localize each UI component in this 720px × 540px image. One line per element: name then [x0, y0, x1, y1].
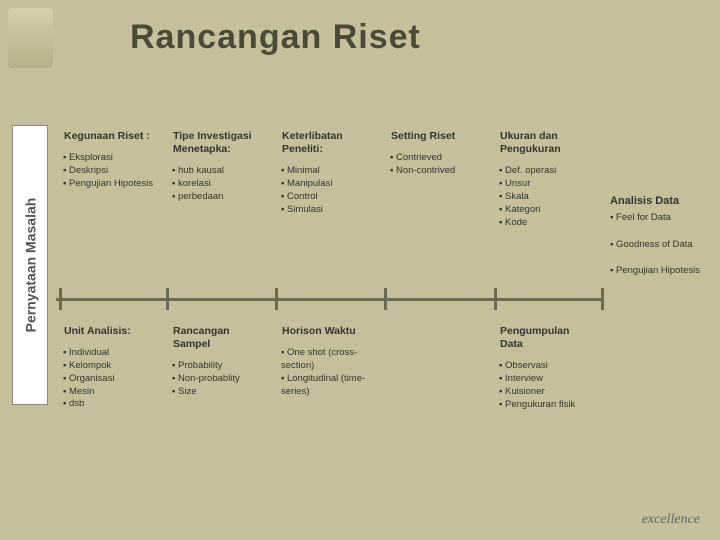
- list-item: ▪ Manipulasi: [281, 178, 373, 191]
- list-item: ▪ Pengujian Hipotesis: [63, 178, 155, 191]
- list-item: ▪ Pengukuran fisik: [499, 399, 591, 412]
- list-item: ▪ Unsur: [499, 178, 591, 191]
- box-header: Keterlibatan Peneliti:: [277, 125, 377, 161]
- timeline-tick: [494, 288, 497, 310]
- list-item: ▪ Interview: [499, 373, 591, 386]
- list-item: ▪ Non-probablity: [172, 373, 264, 386]
- list-item: ▪ Control: [281, 191, 373, 204]
- list-item: ▪ Longitudinal (time-series): [281, 373, 373, 399]
- box-body: ▪ One shot (cross-section) ▪ Longitudina…: [277, 345, 377, 400]
- list-item: ▪ Deskripsi: [63, 165, 155, 178]
- list-item: ▪ Eksplorasi: [63, 152, 155, 165]
- box-setting-riset: Setting Riset ▪ Contrieved ▪ Non-contriv…: [386, 125, 486, 180]
- logo-graphic: [8, 8, 53, 68]
- list-item: ▪ dsb: [63, 398, 155, 411]
- box-body: ▪ Minimal ▪ Manipulasi ▪ Control ▪ Simul…: [277, 163, 377, 218]
- list-item: ▪ Minimal: [281, 165, 373, 178]
- timeline-tick: [166, 288, 169, 310]
- list-item: ▪ Kategori: [499, 204, 591, 217]
- timeline-tick: [275, 288, 278, 310]
- list-item: ▪ Probability: [172, 360, 264, 373]
- box-keterlibatan-peneliti: Keterlibatan Peneliti: ▪ Minimal ▪ Manip…: [277, 125, 377, 219]
- list-item: ▪ Kode: [499, 217, 591, 230]
- box-body: ▪ Feel for Data ▪ Goodness of Data ▪ Pen…: [610, 212, 710, 278]
- box-header: Analisis Data: [610, 195, 710, 209]
- box-body: ▪ Individual ▪ Kelompok ▪ Organisasi ▪ M…: [59, 345, 159, 413]
- timeline-tick: [384, 288, 387, 310]
- timeline-tick: [601, 288, 604, 310]
- list-item: ▪ Pengujian Hipotesis: [610, 265, 710, 278]
- box-header: Tipe Investigasi Menetapka:: [168, 125, 268, 161]
- list-item: ▪ One shot (cross-section): [281, 347, 373, 373]
- list-item: ▪ Mesin: [63, 386, 155, 399]
- box-header: Rancangan Sampel: [168, 320, 268, 356]
- list-item: ▪ Contrieved: [390, 152, 482, 165]
- box-pengumpulan-data: Pengumpulan Data ▪ Observasi ▪ Interview…: [495, 320, 595, 414]
- box-body: ▪ Eksplorasi ▪ Deskripsi ▪ Pengujian Hip…: [59, 150, 159, 192]
- box-body: ▪ Observasi ▪ Interview ▪ Kuisioner ▪ Pe…: [495, 358, 595, 413]
- list-item: ▪ Skala: [499, 191, 591, 204]
- box-header: Unit Analisis:: [59, 320, 159, 343]
- list-item: ▪ Organisasi: [63, 373, 155, 386]
- list-item: ▪ Kelompok: [63, 360, 155, 373]
- signature-text: excellence: [642, 512, 700, 528]
- box-body: ▪ Contrieved ▪ Non-contrived: [386, 150, 486, 180]
- box-kegunaan-riset: Kegunaan Riset : ▪ Eksplorasi ▪ Deskrips…: [59, 125, 159, 193]
- list-item: ▪ perbedaan: [172, 191, 264, 204]
- list-item: ▪ Kuisioner: [499, 386, 591, 399]
- box-header: Pengumpulan Data: [495, 320, 595, 356]
- box-body: ▪ hub kausal ▪ korelasi ▪ perbedaan: [168, 163, 268, 205]
- sidebar-problem-statement-text: Pernyataan Masalah: [22, 198, 38, 333]
- list-item: ▪ Observasi: [499, 360, 591, 373]
- box-tipe-investigasi: Tipe Investigasi Menetapka: ▪ hub kausal…: [168, 125, 268, 206]
- box-horison-waktu: Horison Waktu ▪ One shot (cross-section)…: [277, 320, 377, 400]
- box-header: Setting Riset: [386, 125, 486, 148]
- box-header: Horison Waktu: [277, 320, 377, 343]
- list-item: ▪ hub kausal: [172, 165, 264, 178]
- box-rancangan-sampel: Rancangan Sampel ▪ Probability ▪ Non-pro…: [168, 320, 268, 401]
- list-item: ▪ Individual: [63, 347, 155, 360]
- box-body: ▪ Probability ▪ Non-probablity ▪ Size: [168, 358, 268, 400]
- list-item: ▪ Non-contrived: [390, 165, 482, 178]
- list-item: ▪ Def. operasi: [499, 165, 591, 178]
- list-item: ▪ Simulasi: [281, 204, 373, 217]
- list-item: ▪ Feel for Data: [610, 212, 710, 225]
- page-title: Rancangan Riset: [130, 18, 421, 57]
- list-item: ▪ Size: [172, 386, 264, 399]
- timeline-tick: [59, 288, 62, 310]
- list-item: ▪ korelasi: [172, 178, 264, 191]
- box-analisis-data: Analisis Data ▪ Feel for Data ▪ Goodness…: [610, 195, 710, 278]
- box-header: Ukuran dan Pengukuran: [495, 125, 595, 161]
- list-item: ▪ Goodness of Data: [610, 239, 710, 252]
- box-header: Kegunaan Riset :: [59, 125, 159, 148]
- box-ukuran-pengukuran: Ukuran dan Pengukuran ▪ Def. operasi ▪ U…: [495, 125, 595, 231]
- box-body: ▪ Def. operasi ▪ Unsur ▪ Skala ▪ Kategor…: [495, 163, 595, 231]
- box-unit-analisis: Unit Analisis: ▪ Individual ▪ Kelompok ▪…: [59, 320, 159, 413]
- timeline-axis: [56, 298, 604, 301]
- sidebar-problem-statement: Pernyataan Masalah: [12, 125, 48, 405]
